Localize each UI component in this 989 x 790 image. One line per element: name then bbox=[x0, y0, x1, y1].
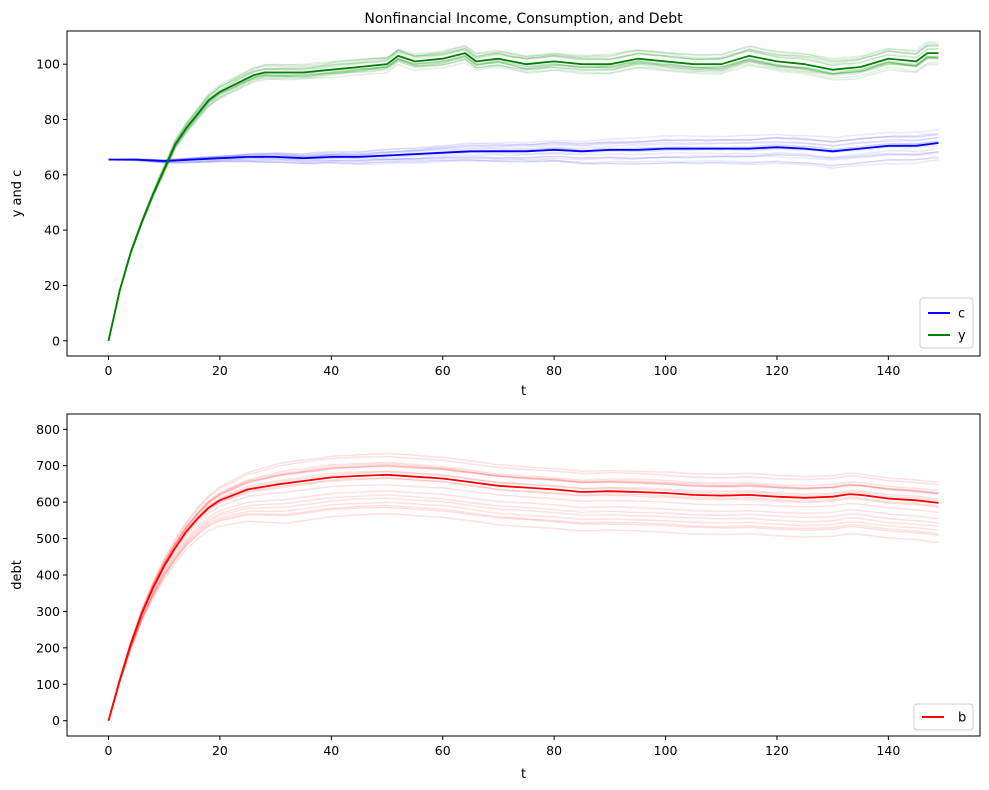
simulated-path-b bbox=[107, 452, 939, 721]
simulated-path-b bbox=[107, 497, 939, 721]
simulated-path-b bbox=[107, 463, 939, 721]
x-tick-label: 40 bbox=[323, 743, 339, 758]
y-tick-label: 0 bbox=[52, 713, 60, 728]
simulated-path-y bbox=[107, 55, 939, 341]
simulated-path-y bbox=[107, 48, 939, 341]
y-tick-label: 100 bbox=[36, 677, 60, 692]
x-tick-label: 100 bbox=[654, 363, 678, 378]
simulated-path-y bbox=[107, 55, 939, 341]
simulated-path-c bbox=[108, 147, 939, 163]
simulated-path-c bbox=[108, 132, 939, 162]
legend-y-label: y bbox=[958, 329, 966, 344]
simulated-path-y bbox=[107, 61, 939, 341]
legend-b-label: b bbox=[958, 711, 966, 726]
simulated-path-c bbox=[108, 155, 939, 167]
y-tick-label: 20 bbox=[44, 278, 60, 293]
legend-c-label: c bbox=[958, 307, 965, 322]
simulated-path-y bbox=[107, 55, 939, 341]
x-tick-label: 40 bbox=[323, 363, 339, 378]
simulated-path-c bbox=[108, 133, 939, 161]
simulated-path-b bbox=[107, 494, 939, 721]
simulated-path-c bbox=[108, 158, 939, 169]
simulated-path-b bbox=[107, 471, 939, 721]
simulated-path-b bbox=[107, 501, 939, 721]
simulated-path-b bbox=[107, 512, 939, 721]
chart-bottom-xlabel: t bbox=[521, 767, 526, 782]
simulated-path-b bbox=[107, 483, 939, 721]
simulated-path-c bbox=[108, 150, 939, 164]
simulated-path-b bbox=[107, 464, 939, 721]
y-tick-label: 60 bbox=[44, 167, 60, 182]
x-tick-label: 20 bbox=[212, 363, 228, 378]
simulated-path-y bbox=[107, 47, 939, 341]
x-tick-label: 0 bbox=[105, 743, 113, 758]
chart-top-legend: c y bbox=[919, 297, 974, 349]
y-tick-label: 80 bbox=[44, 112, 60, 127]
simulated-path-b bbox=[107, 477, 939, 721]
chart-top-frame bbox=[66, 30, 981, 357]
simulated-path-c bbox=[108, 151, 939, 162]
simulated-path-b bbox=[107, 470, 939, 721]
x-tick-label: 120 bbox=[765, 743, 789, 758]
y-tick-label: 400 bbox=[36, 568, 60, 583]
y-tick-label: 600 bbox=[36, 495, 60, 510]
x-tick-label: 0 bbox=[105, 363, 113, 378]
y-tick-label: 40 bbox=[44, 223, 60, 238]
simulated-path-y bbox=[107, 55, 939, 341]
y-tick-label: 700 bbox=[36, 458, 60, 473]
simulated-path-c bbox=[108, 133, 939, 161]
x-tick-label: 100 bbox=[654, 743, 678, 758]
y-tick-label: 100 bbox=[36, 57, 60, 72]
chart-top-ylabel: y and c bbox=[10, 170, 25, 218]
simulated-path-y bbox=[107, 58, 939, 341]
x-tick-label: 20 bbox=[212, 743, 228, 758]
chart-top: Nonfinancial Income, Consumption, and De… bbox=[10, 11, 981, 399]
series-line-b bbox=[107, 473, 939, 721]
y-tick-label: 800 bbox=[36, 422, 60, 437]
simulated-path-y bbox=[107, 57, 939, 341]
simulated-path-c bbox=[108, 136, 939, 161]
chart-bottom-ylabel: debt bbox=[10, 560, 25, 590]
x-tick-label: 80 bbox=[546, 743, 562, 758]
simulated-path-b bbox=[107, 506, 939, 721]
series-line-c bbox=[108, 142, 939, 162]
simulated-path-y bbox=[107, 44, 939, 341]
x-tick-label: 140 bbox=[876, 743, 900, 758]
x-tick-label: 80 bbox=[546, 363, 562, 378]
simulated-path-y bbox=[107, 41, 939, 341]
y-tick-label: 500 bbox=[36, 531, 60, 546]
simulated-path-b bbox=[107, 504, 939, 721]
series-line-y bbox=[107, 52, 939, 341]
simulated-path-y bbox=[107, 44, 939, 341]
chart-top-title: Nonfinancial Income, Consumption, and De… bbox=[364, 11, 683, 27]
simulated-path-c bbox=[108, 157, 939, 166]
simulated-path-y bbox=[107, 57, 939, 341]
simulated-path-b bbox=[107, 465, 939, 721]
simulated-path-b bbox=[107, 477, 939, 721]
simulated-path-b bbox=[107, 461, 939, 721]
x-tick-label: 60 bbox=[435, 363, 451, 378]
simulated-path-c bbox=[108, 129, 939, 161]
chart-top-xlabel: t bbox=[521, 384, 526, 399]
simulated-path-y bbox=[107, 42, 939, 341]
x-tick-label: 60 bbox=[435, 743, 451, 758]
simulated-path-c bbox=[108, 152, 939, 163]
simulated-path-b bbox=[107, 490, 939, 721]
x-tick-label: 120 bbox=[765, 363, 789, 378]
simulated-path-y bbox=[107, 44, 939, 341]
simulated-path-y bbox=[107, 55, 939, 341]
chart-bottom: 0 20 40 60 80 100 120 140 0 100 200 300 400 500 600 70… bbox=[10, 413, 981, 782]
y-tick-label: 300 bbox=[36, 604, 60, 619]
y-tick-label: 0 bbox=[52, 333, 60, 348]
chart-bottom-legend: b bbox=[913, 703, 974, 731]
simulated-path-b bbox=[107, 455, 939, 721]
y-tick-label: 200 bbox=[36, 640, 60, 655]
x-tick-label: 140 bbox=[876, 363, 900, 378]
simulated-path-b bbox=[107, 465, 939, 721]
